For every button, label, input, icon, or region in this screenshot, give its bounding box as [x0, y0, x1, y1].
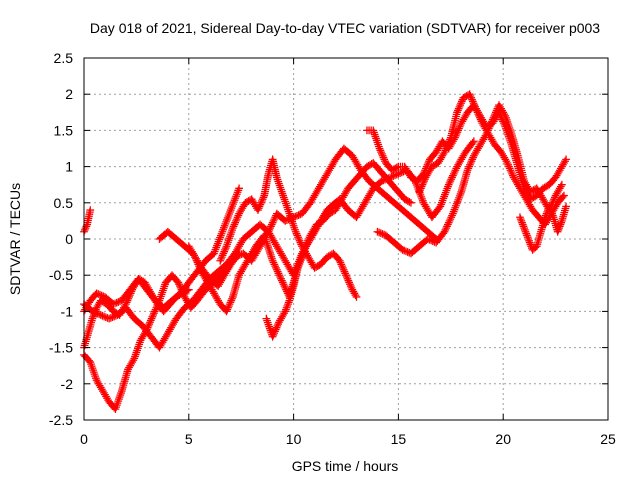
data-point [184, 285, 193, 294]
y-tick-label: -1 [61, 303, 74, 319]
series-track-k [373, 101, 566, 258]
series-track-m [516, 202, 570, 254]
x-tick-label: 5 [185, 431, 193, 447]
x-tick-label: 0 [80, 431, 88, 447]
data-point [407, 198, 415, 207]
y-tick-label: 1.5 [54, 122, 74, 138]
data-point [558, 193, 567, 201]
tick-layer: -2.5 -2 -1.5 -1 -0.5 0 0.5 1 1.5 2 2.5 0 5 10 15 20 25 [49, 50, 616, 447]
x-axis-label: GPS time / hours [292, 458, 399, 474]
data-point [560, 191, 568, 200]
x-tick-label: 15 [391, 431, 407, 447]
y-tick-label: -1.5 [49, 340, 73, 356]
series-track-h [216, 155, 361, 301]
series-track-a [80, 206, 95, 236]
y-tick-label: 1 [65, 159, 73, 175]
y-tick-label: -2 [61, 376, 74, 392]
data-point [562, 202, 570, 211]
y-tick-label: 2.5 [54, 50, 74, 66]
x-tick-label: 20 [495, 431, 511, 447]
data-point [86, 206, 95, 214]
y-tick-label: -0.5 [49, 267, 73, 283]
y-tick-label: 0.5 [54, 195, 74, 211]
data-point [470, 137, 478, 146]
y-tick-label: 0 [65, 231, 73, 247]
data-point [235, 184, 243, 193]
data-layer [80, 90, 570, 413]
data-point [558, 180, 566, 189]
data-point [562, 155, 570, 164]
data-point [352, 293, 361, 301]
x-tick-label: 10 [286, 431, 302, 447]
series-track-e [80, 274, 193, 352]
y-tick-label: -2.5 [49, 412, 73, 428]
y-tick-label: 2 [65, 86, 73, 102]
series-track-i [262, 159, 415, 341]
chart-title: Day 018 of 2021, Sidereal Day-to-day VTE… [90, 20, 600, 36]
x-tick-label: 25 [600, 431, 616, 447]
y-axis-label: SDTVAR / TECUs [7, 183, 23, 295]
